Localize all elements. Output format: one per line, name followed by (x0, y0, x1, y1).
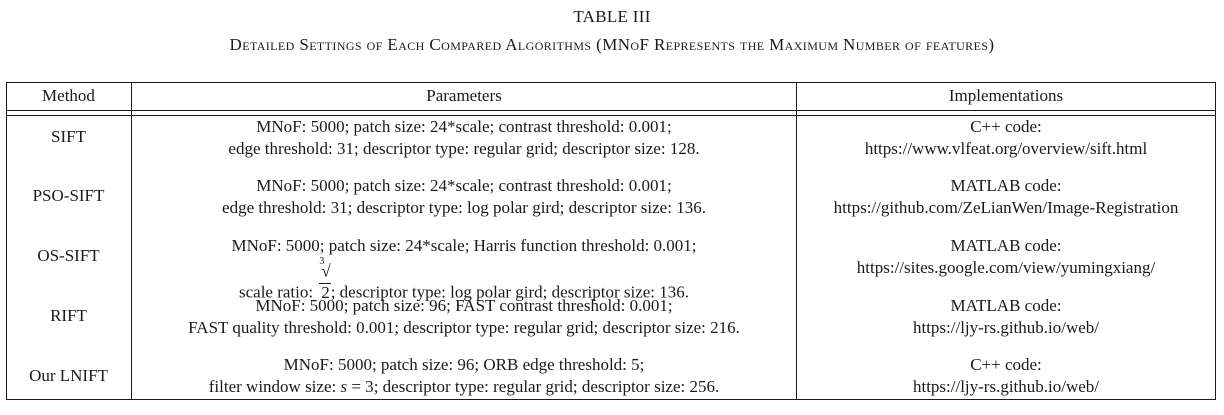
parameters-cell: MNoF: 5000; patch size: 24*scale; contra… (132, 175, 796, 219)
table-caption: Detailed Settings of Each Compared Algor… (229, 35, 995, 54)
implementation-cell: MATLAB code: https://sites.google.com/vi… (797, 235, 1215, 279)
radicand: 2 (319, 282, 331, 302)
table-bottom-rule (6, 399, 1216, 400)
parameters-line: edge threshold: 31; descriptor type: log… (222, 198, 706, 217)
implementation-language: C++ code: (970, 355, 1042, 374)
parameters-prefix: scale ratio: (238, 282, 314, 302)
implementation-url: https://www.vlfeat.org/overview/sift.htm… (864, 139, 1148, 158)
math-variable: s (340, 377, 348, 396)
parameters-column-rule (796, 82, 797, 400)
header-implementations: Implementations (948, 86, 1064, 105)
implementation-url: https://sites.google.com/view/yumingxian… (856, 258, 1156, 277)
parameters-cell: MNoF: 5000; patch size: 24*scale; Harris… (132, 235, 796, 304)
parameters-line: MNoF: 5000; patch size: 24*scale; contra… (256, 176, 672, 195)
method-column-rule (131, 82, 132, 400)
parameters-line: filter window size: s = 3; descriptor ty… (132, 376, 796, 398)
parameters-line: edge threshold: 31; descriptor type: reg… (228, 139, 700, 158)
parameters-line: MNoF: 5000; patch size: 96; FAST contras… (255, 296, 673, 315)
parameters-suffix: ; descriptor type: regular grid; descrip… (373, 377, 720, 396)
parameters-cell: MNoF: 5000; patch size: 24*scale; contra… (132, 116, 796, 160)
implementation-language: MATLAB code: (950, 236, 1062, 255)
parameters-line: MNoF: 5000; patch size: 96; ORB edge thr… (283, 355, 645, 374)
parameters-line: MNoF: 5000; patch size: 24*scale; contra… (256, 117, 672, 136)
body-top-rule (6, 115, 1216, 116)
implementation-cell: C++ code: https://ljy-rs.github.io/web/ (797, 354, 1215, 398)
parameters-suffix: ; descriptor type: log polar gird; descr… (330, 282, 690, 302)
implementation-language: MATLAB code: (950, 296, 1062, 315)
math-equals: = 3 (347, 377, 374, 396)
implementation-url: https://github.com/ZeLianWen/Image-Regis… (833, 198, 1179, 217)
implementation-cell: MATLAB code: https://github.com/ZeLianWe… (797, 175, 1215, 219)
implementation-language: C++ code: (970, 117, 1042, 136)
method-cell: Our LNIFT (29, 366, 108, 385)
table-left-rule (6, 82, 7, 400)
table-right-rule (1215, 82, 1216, 400)
root-index: 3 (319, 256, 325, 267)
parameters-prefix: filter window size: (208, 377, 337, 396)
method-cell: RIFT (50, 306, 87, 325)
header-parameters: Parameters (426, 86, 502, 105)
settings-table: Method Parameters Implementations SIFT M… (6, 82, 1216, 400)
parameters-line: FAST quality threshold: 0.001; descripto… (188, 318, 740, 337)
table-top-rule (6, 82, 1216, 83)
implementation-cell: MATLAB code: https://ljy-rs.github.io/we… (797, 295, 1215, 339)
method-cell: PSO-SIFT (32, 186, 105, 205)
implementation-url: https://ljy-rs.github.io/web/ (912, 377, 1100, 396)
implementation-language: MATLAB code: (950, 176, 1062, 195)
cube-root-expression: 3√ 2 (319, 256, 331, 302)
implementation-url: https://ljy-rs.github.io/web/ (912, 318, 1100, 337)
parameters-cell: MNoF: 5000; patch size: 96; ORB edge thr… (132, 354, 796, 398)
implementation-cell: C++ code: https://www.vlfeat.org/overvie… (797, 116, 1215, 160)
header-method: Method (42, 86, 95, 105)
parameters-line: scale ratio: 3√ 2; descriptor type: log p… (132, 256, 796, 304)
parameters-line: MNoF: 5000; patch size: 24*scale; Harris… (231, 236, 697, 255)
method-cell: SIFT (51, 127, 86, 146)
header-bottom-rule (6, 110, 1216, 111)
table-number: TABLE III (573, 7, 651, 26)
method-cell: OS-SIFT (37, 246, 100, 265)
parameters-cell: MNoF: 5000; patch size: 96; FAST contras… (132, 295, 796, 339)
